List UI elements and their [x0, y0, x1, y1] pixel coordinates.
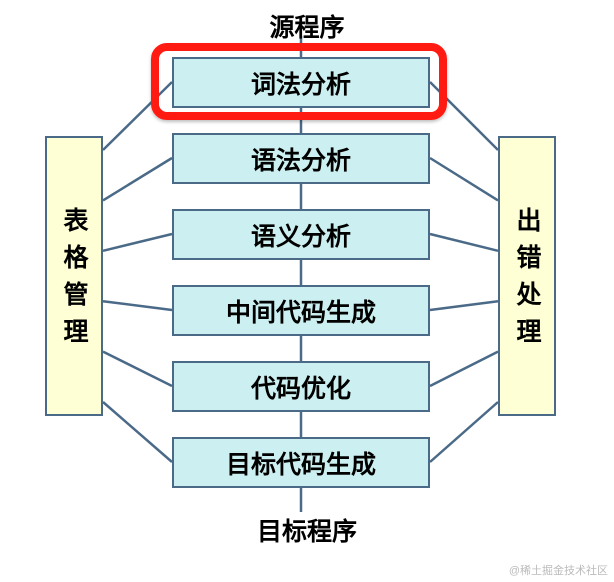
watermark: @稀土掘金技术社区	[509, 562, 608, 578]
phase-box: 词法分析	[172, 57, 430, 108]
top-label: 源程序	[0, 8, 614, 44]
bottom-label: 目标程序	[0, 512, 614, 548]
compiler-phases-diagram: 源程序 表格管理 出错处理 词法分析语法分析语义分析中间代码生成代码优化目标代码…	[0, 0, 614, 582]
phase-box: 中间代码生成	[172, 285, 430, 336]
phase-box: 代码优化	[172, 361, 430, 412]
right-side-box: 出错处理	[498, 136, 556, 416]
left-side-box: 表格管理	[45, 136, 103, 416]
phase-box: 语义分析	[172, 209, 430, 260]
left-side-label: 表格管理	[56, 207, 92, 355]
phase-box: 语法分析	[172, 133, 430, 184]
right-side-label: 出错处理	[509, 207, 545, 355]
phase-box: 目标代码生成	[172, 437, 430, 488]
